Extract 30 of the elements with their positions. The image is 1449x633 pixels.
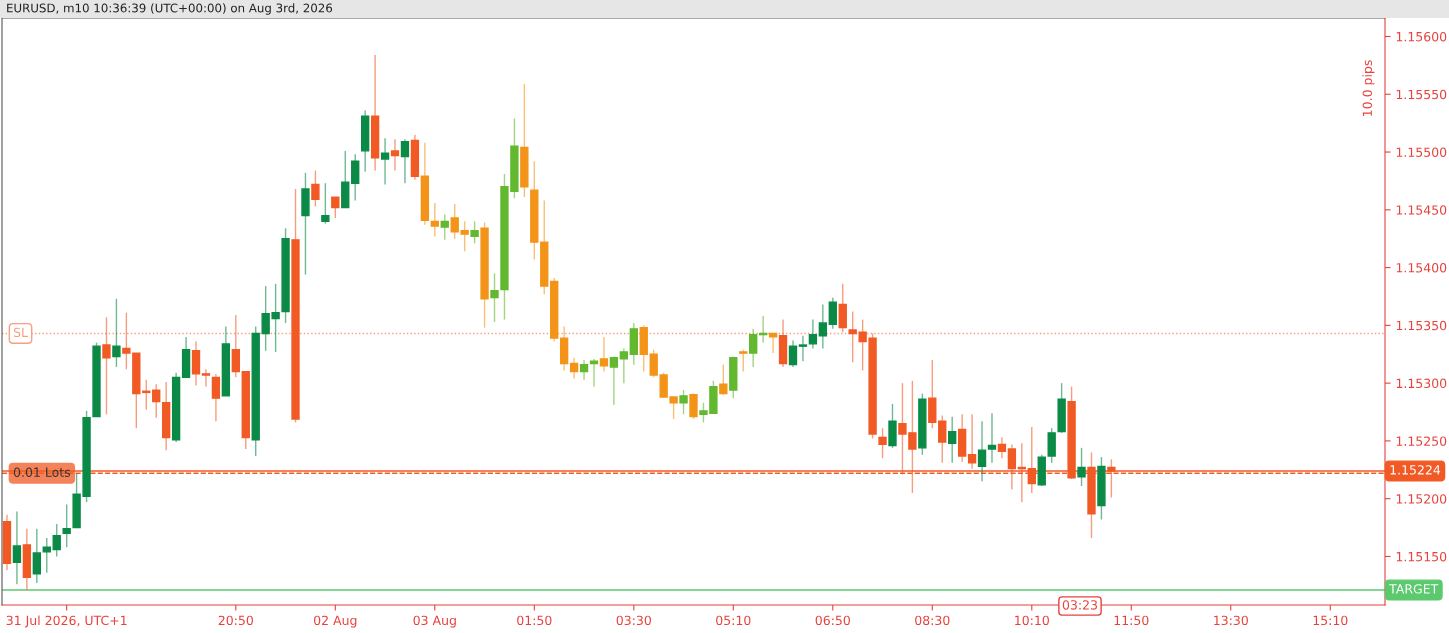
x-tick-label: 31 Jul 2026, UTC+1 — [6, 615, 127, 628]
y-tick-label: 1.15600 — [1396, 31, 1447, 42]
x-tick-label: 11:50 — [1114, 615, 1149, 626]
y-tick-label: 1.15450 — [1396, 205, 1447, 215]
annotation: 03:23 — [1062, 600, 1098, 610]
y-tick-label: 1.15350 — [1396, 320, 1447, 331]
x-tick-label: 08:30 — [915, 615, 950, 626]
ref-line-label: 1.15224 — [1390, 465, 1441, 475]
chart-title: EURUSD, m10 10:36:39 (UTC+00:00) on Aug 3rd, 2026 — [7, 3, 333, 15]
ref-line-label: 0.01 Lots — [13, 467, 71, 477]
y-tick-label: 1.15150 — [1396, 551, 1447, 562]
ref-line-label: TARGET — [1389, 584, 1439, 594]
x-tick-label: 01:50 — [517, 615, 552, 626]
ref-line-label: SL — [13, 327, 28, 338]
y-tick-label: 1.15250 — [1396, 436, 1447, 446]
x-tick-label: 03 Aug — [413, 615, 456, 628]
x-tick-label: 20:50 — [218, 615, 253, 626]
y-tick-label: 1.15300 — [1396, 378, 1447, 389]
x-tick-label: 05:10 — [716, 615, 751, 626]
y-tick-label: 1.15200 — [1396, 494, 1447, 504]
y-tick-label: 1.15400 — [1396, 263, 1447, 273]
x-tick-label: 15:10 — [1313, 615, 1348, 626]
annotation: 10.0 pips — [1362, 60, 1375, 116]
x-tick-label: 13:30 — [1214, 615, 1248, 626]
x-tick-label: 06:50 — [815, 615, 850, 626]
x-tick-label: 10:10 — [1015, 615, 1049, 626]
y-tick-label: 1.15500 — [1396, 147, 1447, 157]
x-tick-label: 02 Aug — [313, 615, 357, 628]
x-tick-label: 03:30 — [616, 615, 651, 626]
y-tick-label: 1.15550 — [1396, 89, 1447, 100]
